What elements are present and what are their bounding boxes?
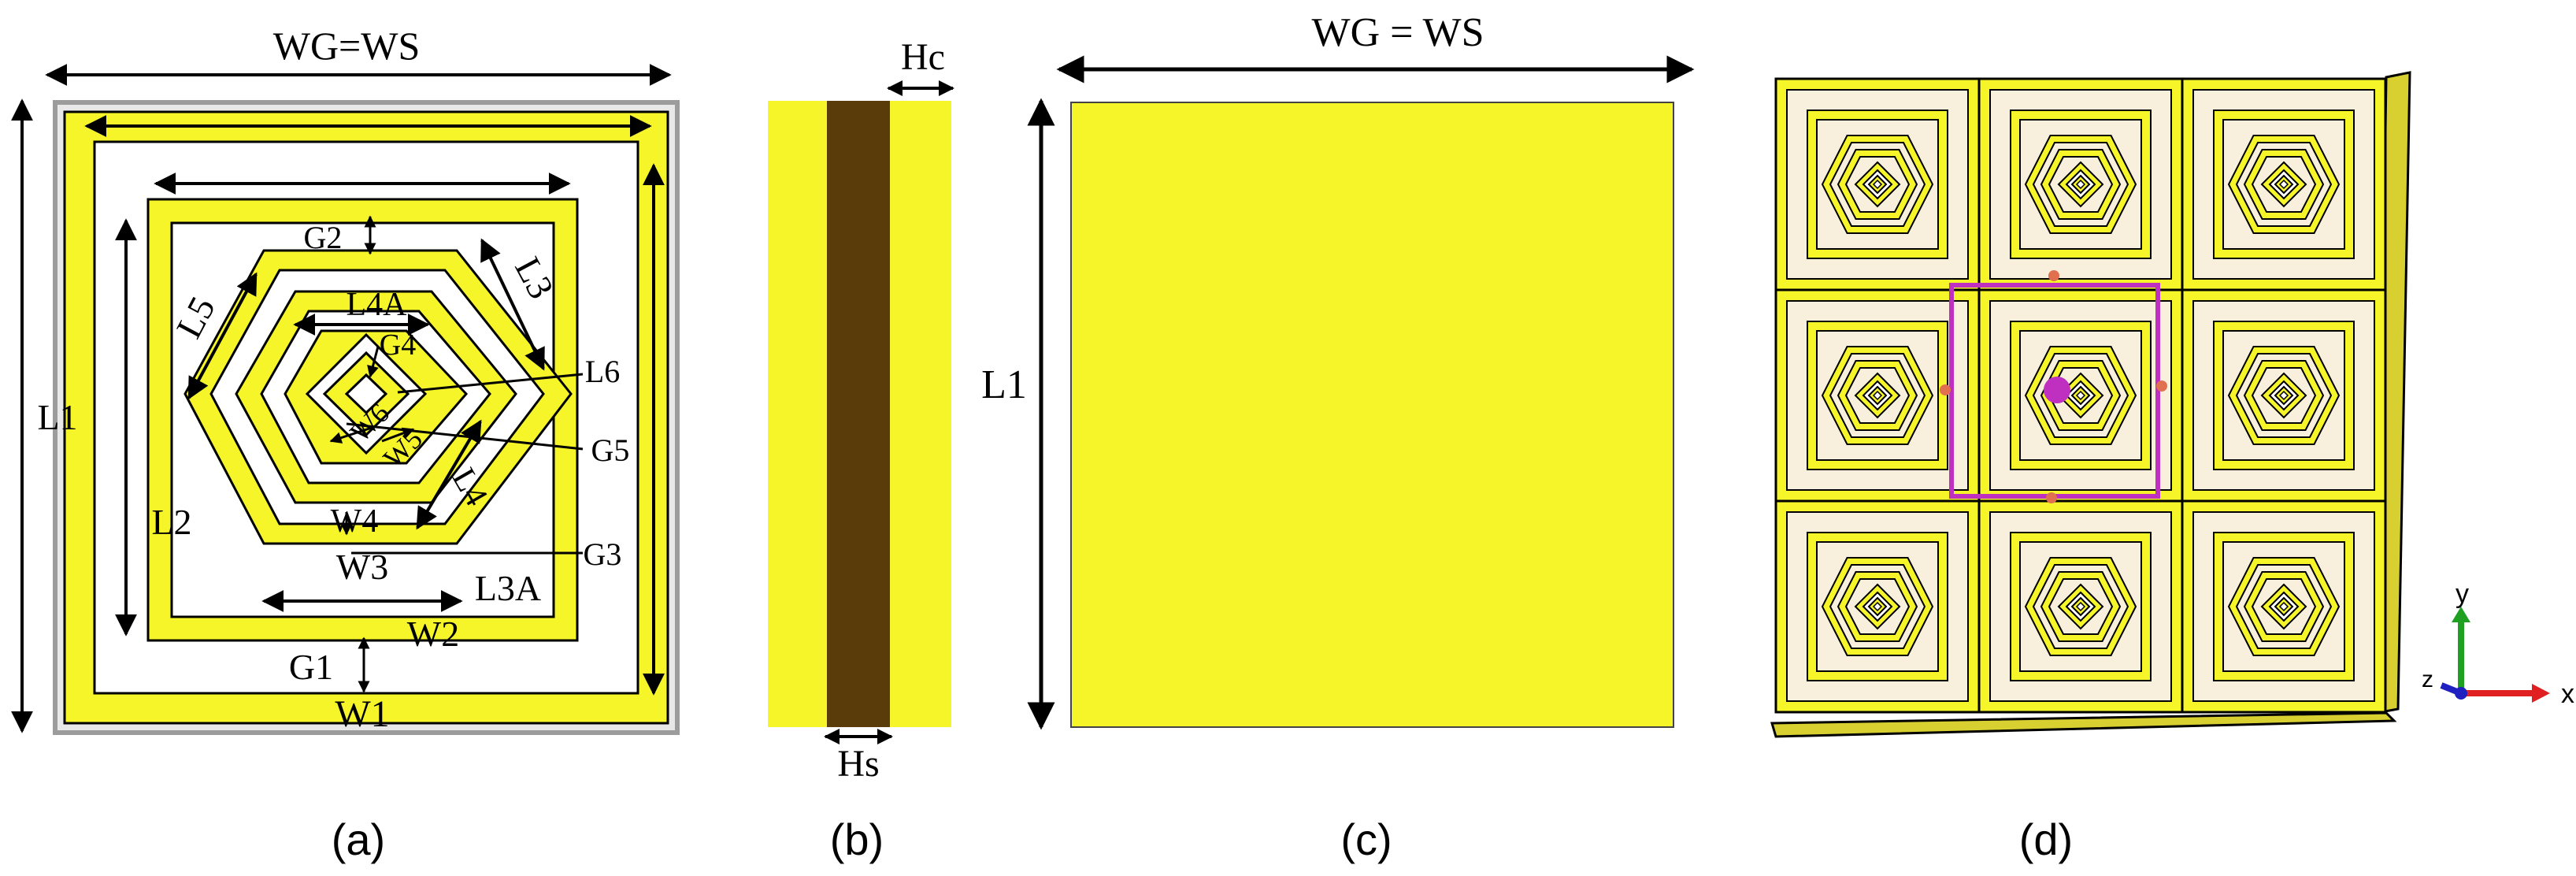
label-l2: L2 xyxy=(151,502,191,542)
cell-diamond-center xyxy=(2278,601,2289,612)
cell-diamond-center xyxy=(2075,601,2086,612)
label-hs: Hs xyxy=(837,743,879,785)
cell-diamond-center xyxy=(2075,179,2086,190)
cell-diamond-center xyxy=(1872,390,1883,401)
label-l6: L6 xyxy=(585,354,620,389)
axis-triad: x y z xyxy=(2422,579,2574,709)
panel-b-side-view: Hc Hs (b) xyxy=(768,36,954,864)
caption-a: (a) xyxy=(332,815,385,864)
label-hc: Hc xyxy=(901,36,945,78)
ground-plane xyxy=(1070,102,1674,728)
axis-x-label: x xyxy=(2561,679,2574,709)
label-l4a: L4A xyxy=(347,287,408,323)
label-wg-ws: WG=WS xyxy=(273,24,421,68)
label-g5: G5 xyxy=(591,432,630,468)
cell-diamond-center xyxy=(1872,601,1883,612)
label-l3a: L3A xyxy=(475,568,541,608)
array-bottom-edge xyxy=(1770,711,2397,738)
label-w1: W1 xyxy=(335,693,389,735)
unit-cell-grid xyxy=(1774,77,2387,714)
label-w4: W4 xyxy=(331,503,379,540)
axis-y-head xyxy=(2452,607,2470,622)
copper-layer-left xyxy=(768,101,827,727)
caption-d: (d) xyxy=(2019,815,2073,864)
cell-diamond-center xyxy=(2075,390,2086,401)
diamond-center xyxy=(344,373,388,415)
label-w2: W2 xyxy=(407,614,459,654)
label-g1: G1 xyxy=(289,647,333,687)
label-l1-c: L1 xyxy=(981,362,1027,407)
axis-y-label: y xyxy=(2456,579,2469,609)
label-w3: W3 xyxy=(336,547,388,587)
port-dot-right xyxy=(2156,380,2167,392)
axis-x-head xyxy=(2532,684,2550,703)
port-dot-left xyxy=(1940,384,1951,395)
port-box xyxy=(1940,270,2167,503)
panel-d-array-3d: x y z (d) xyxy=(1770,71,2574,864)
cell-diamond-center xyxy=(2278,390,2289,401)
caption-c: (c) xyxy=(1340,815,1392,864)
copper-layer-right xyxy=(890,101,951,727)
label-l1: L1 xyxy=(37,397,77,437)
cell-diamond-center xyxy=(2278,179,2289,190)
port-marker xyxy=(2044,377,2070,403)
cell-diamond-center xyxy=(1872,179,1883,190)
port-dot-bottom xyxy=(2046,492,2057,503)
label-g4: G4 xyxy=(380,328,416,362)
panel-a-top-view: WG=WS L1 L2 L3 L5 L4A G2 G4 L6 W6 W5 G5 … xyxy=(11,24,680,864)
dimension-lines xyxy=(11,64,672,733)
axis-origin xyxy=(2455,687,2467,700)
axis-z-label: z xyxy=(2422,666,2433,692)
substrate-layer xyxy=(827,101,890,727)
port-dot-top xyxy=(2048,270,2059,281)
label-g2: G2 xyxy=(304,220,343,255)
label-g3: G3 xyxy=(584,536,622,572)
panel-c-ground-plane: WG = WS L1 (c) xyxy=(981,10,1695,864)
caption-b: (b) xyxy=(830,815,884,864)
label-wg-ws-c: WG = WS xyxy=(1311,10,1484,55)
